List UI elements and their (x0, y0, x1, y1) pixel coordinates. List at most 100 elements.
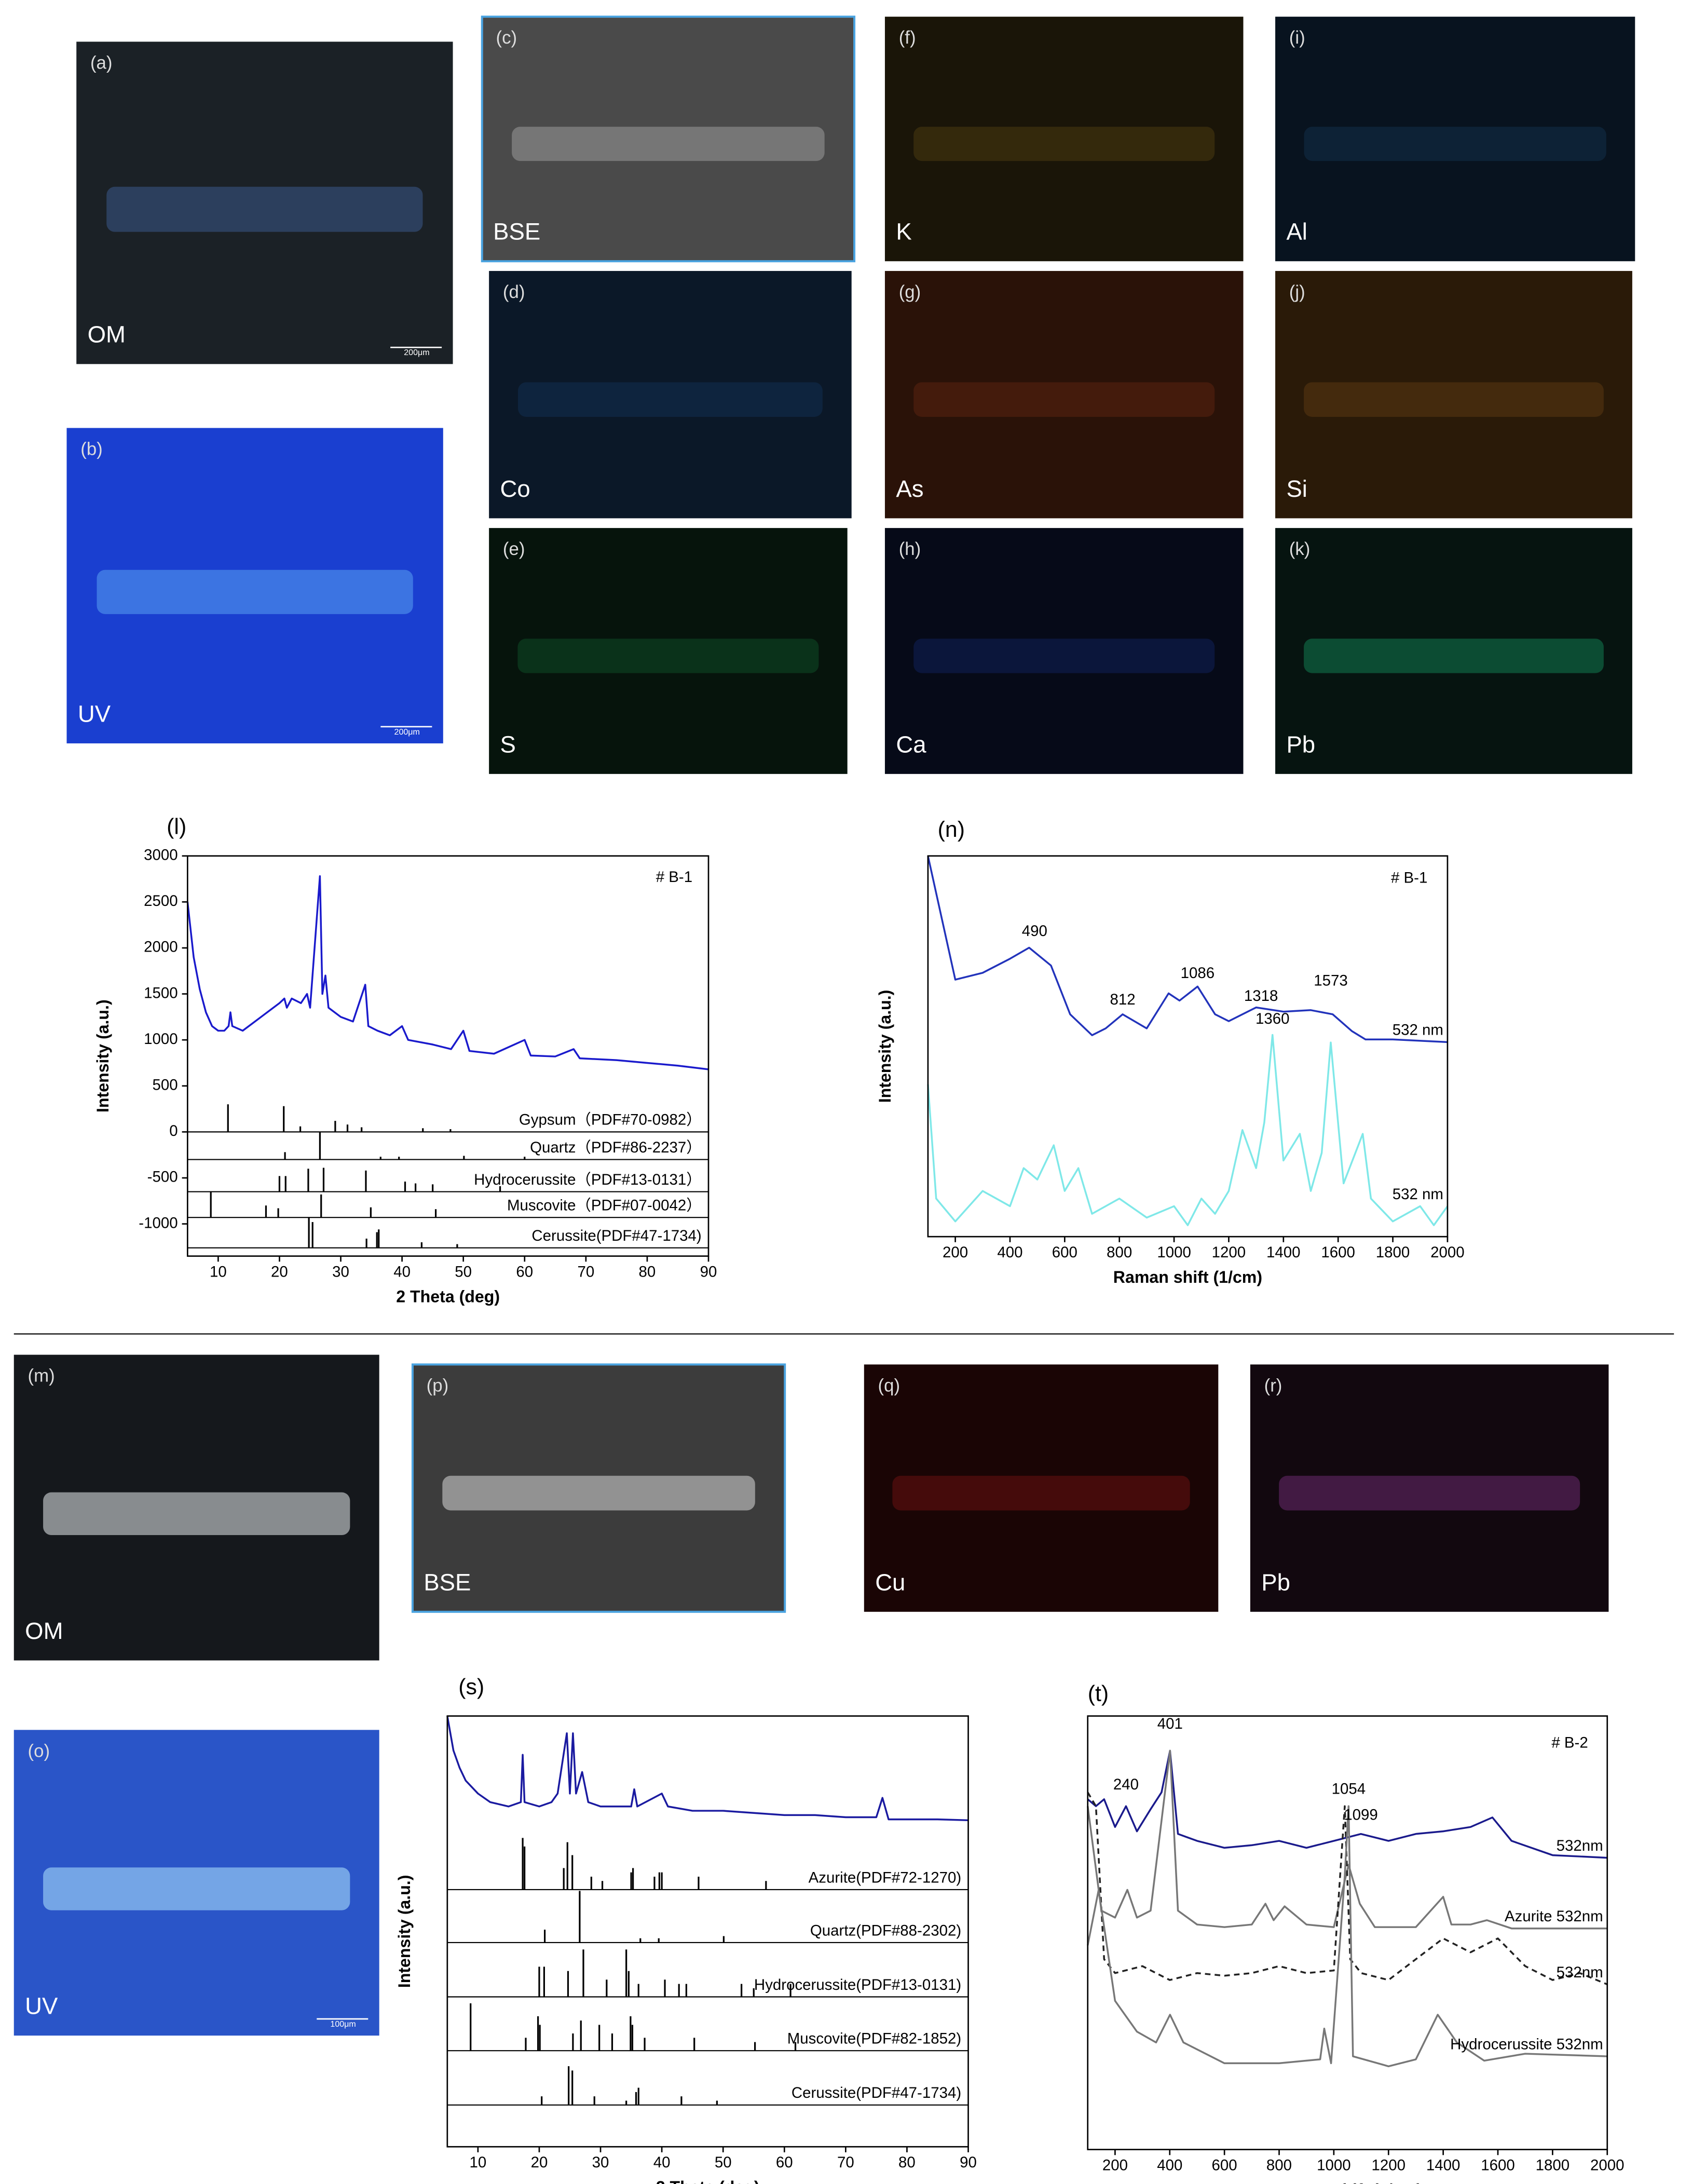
reference-name: Azurite(PDF#72-1270) (809, 1869, 962, 1886)
panel-label: Cu (875, 1569, 905, 1595)
series-label: 532 nm (1393, 1022, 1443, 1039)
annotation: 1360 (1256, 1010, 1290, 1027)
x-tick-label: 20 (531, 2154, 548, 2171)
series-line (446, 1716, 968, 1822)
sample-layer (1304, 127, 1606, 161)
x-axis-label: Raman shift (1/cm) (1273, 2180, 1422, 2184)
x-tick-label: 600 (1052, 1244, 1077, 1261)
x-tick-label: 40 (393, 1263, 411, 1280)
x-tick-label: 30 (592, 2154, 609, 2171)
panel-id: (r) (1264, 1376, 1282, 1395)
plot-frame (186, 855, 709, 1257)
y-tick-label: 1000 (144, 1030, 178, 1048)
annotation: # B-1 (656, 869, 692, 886)
panel-label: Al (1286, 219, 1307, 245)
panel-id: (h) (899, 539, 921, 559)
annotation: 1054 (1332, 1780, 1366, 1797)
reference-name: Hydrocerussite(PDF#13-0131) (754, 1976, 961, 1993)
series-label: 532nm (1557, 1964, 1603, 1981)
y-tick-label: 2500 (144, 892, 178, 910)
chart: (t) Raman shift (1/cm) 200 400 600 800 1000 120… (1086, 1681, 1624, 2184)
y-tick-label: 500 (152, 1077, 178, 1094)
chart-title: (n) (938, 817, 965, 842)
sample-layer (97, 569, 413, 614)
x-tick-label: 10 (210, 1263, 227, 1280)
series-line (1087, 1805, 1607, 2068)
image-panel: (e) S (489, 528, 848, 774)
x-tick-label: 90 (960, 2154, 977, 2171)
x-tick-label: 60 (516, 1263, 533, 1280)
image-panel: (q) Cu (864, 1364, 1219, 1612)
panel-id: (d) (503, 282, 525, 302)
chart: (n) Raman shift (1/cm) Intensity (a.u.) 200… (876, 817, 1465, 1286)
panel-id: (k) (1289, 539, 1311, 559)
panel-id: (o) (28, 1741, 50, 1761)
panel-id: (q) (878, 1376, 900, 1395)
annotation: 812 (1110, 991, 1135, 1008)
x-axis-label: Raman shift (1/cm) (1113, 1268, 1262, 1286)
series-label: Hydrocerussite 532nm (1450, 2036, 1603, 2053)
sample-layer (442, 1475, 755, 1511)
sample-layer (512, 127, 825, 161)
x-tick-label: 1000 (1317, 2156, 1351, 2174)
annotation: # B-1 (1391, 870, 1427, 887)
annotation: # B-2 (1551, 1734, 1588, 1752)
x-tick-label: 1000 (1157, 1244, 1191, 1261)
x-tick-label: 10 (470, 2154, 487, 2171)
scale-label: 200μm (394, 727, 420, 737)
y-tick-label: -1000 (139, 1214, 178, 1231)
panel-label: S (500, 731, 516, 757)
panel-label: Pb (1261, 1569, 1290, 1595)
y-axis-label: Intensity (a.u.) (93, 999, 112, 1113)
annotation: 1573 (1314, 972, 1348, 989)
annotation: 401 (1157, 1715, 1183, 1732)
panel-label: Co (500, 476, 530, 502)
image-panel: (k) Pb (1275, 528, 1632, 774)
x-tick-label: 200 (1102, 2156, 1128, 2174)
annotation: 490 (1022, 923, 1047, 940)
y-tick-label: 0 (169, 1122, 178, 1140)
sample-layer (518, 382, 823, 417)
panel-label: OM (88, 321, 126, 348)
image-panel: (d) Co (489, 270, 852, 519)
series-line (1087, 1749, 1607, 1859)
panel-label: Pb (1286, 731, 1315, 757)
panel-label: Si (1286, 476, 1307, 502)
x-tick-label: 70 (577, 1263, 594, 1280)
sample-layer (106, 186, 423, 232)
image-panel: (p) BSE (411, 1363, 786, 1613)
annotation: 1318 (1244, 987, 1278, 1005)
x-tick-label: 1400 (1426, 2156, 1461, 2174)
x-tick-label: 50 (455, 1263, 472, 1280)
y-tick-label: 2000 (144, 939, 178, 956)
x-tick-label: 800 (1266, 2156, 1292, 2174)
panel-label: Ca (896, 731, 926, 757)
x-tick-label: 1600 (1321, 1244, 1355, 1261)
reference-name: Muscovite（PDF#07-0042） (507, 1197, 702, 1214)
x-tick-label: 60 (776, 2154, 793, 2171)
plot-frame (446, 1715, 969, 2148)
x-tick-label: 20 (271, 1263, 288, 1280)
image-panel: (m) OM (13, 1354, 379, 1661)
panel-label: UV (78, 700, 111, 727)
panel-id: (f) (899, 28, 916, 48)
x-tick-label: 400 (1157, 2156, 1182, 2174)
x-tick-label: 90 (700, 1263, 717, 1280)
image-panel: (a) OM 200μm (76, 42, 453, 364)
reference-name: Hydrocerussite（PDF#13-0131） (474, 1171, 701, 1188)
sample-layer (913, 382, 1215, 417)
x-tick-label: 30 (332, 1263, 349, 1280)
x-tick-label: 40 (653, 2154, 671, 2171)
sample-layer (913, 639, 1215, 673)
series-line (927, 856, 1448, 1043)
x-tick-label: 1800 (1536, 2156, 1570, 2174)
y-tick-label: -500 (147, 1169, 178, 1186)
y-tick-label: 3000 (144, 847, 178, 864)
sample-layer (892, 1475, 1190, 1511)
panel-id: (m) (28, 1366, 55, 1386)
series-label: 532nm (1557, 1837, 1603, 1854)
x-tick-label: 800 (1107, 1244, 1132, 1261)
x-tick-label: 80 (639, 1263, 656, 1280)
image-panel: (f) K (884, 17, 1244, 262)
